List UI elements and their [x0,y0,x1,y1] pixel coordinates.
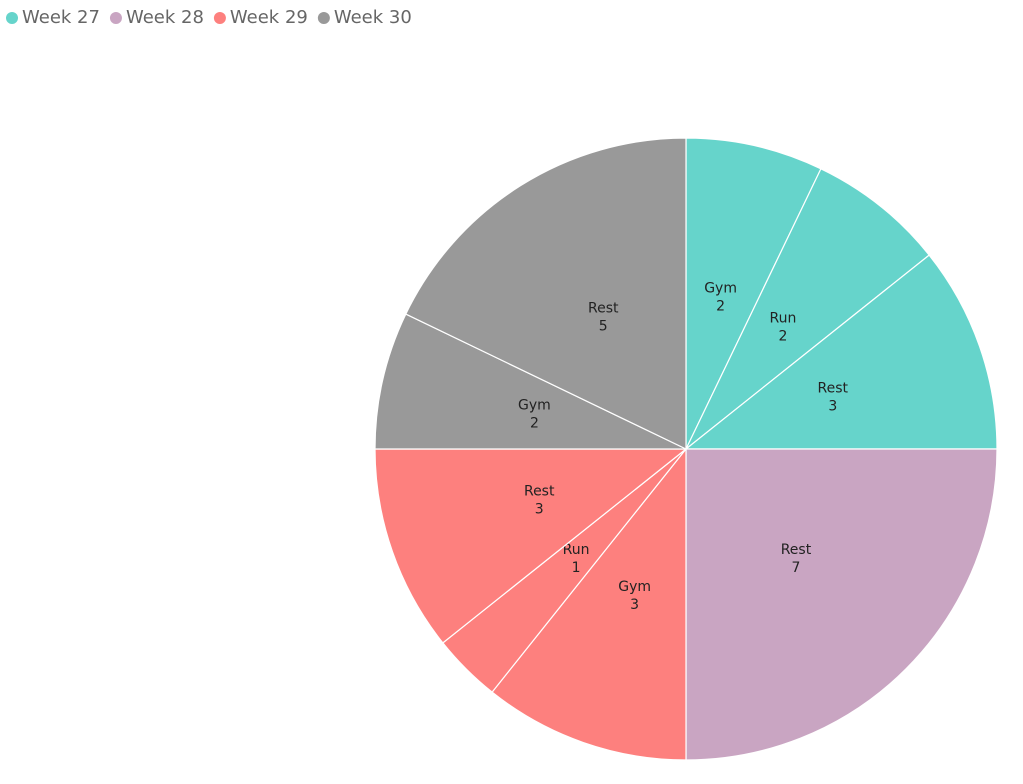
legend-marker [317,12,330,24]
legend-marker [109,12,122,24]
slice-value: 2 [530,415,539,431]
legend-label: Week 29 [230,7,308,28]
slice-value: 3 [535,501,544,517]
slice-category: Rest [524,483,555,499]
slice-value: 1 [572,560,581,576]
slice-value: 5 [599,318,608,334]
pie-slice [685,167,930,450]
slice-category: Gym [518,397,551,413]
pie-slice [684,254,998,450]
pie-slice [404,137,687,450]
slice-value: 2 [716,298,725,314]
slice-category: Gym [618,579,651,595]
pie-slice [685,137,822,450]
slice-category: Rest [781,542,812,558]
legend-label: Week 28 [126,7,204,28]
legend-marker [6,12,18,24]
legend-label: Week 27 [22,7,100,28]
legend-marker [213,12,226,24]
slice-category: Run [563,542,590,558]
slice-value: 7 [791,560,800,576]
pie-slice [491,447,687,761]
pie-slice [374,448,688,644]
legend-label: Week 30 [334,7,412,28]
slice-value: 3 [828,399,837,415]
pie-slice [374,313,687,450]
slice-category: Gym [704,280,737,296]
slice-value: 3 [630,597,639,613]
pie-slice [685,448,998,761]
slice-category: Rest [818,381,849,397]
slice-category: Rest [588,300,619,316]
slice-category: Run [770,310,797,326]
slice-value: 2 [778,328,787,344]
